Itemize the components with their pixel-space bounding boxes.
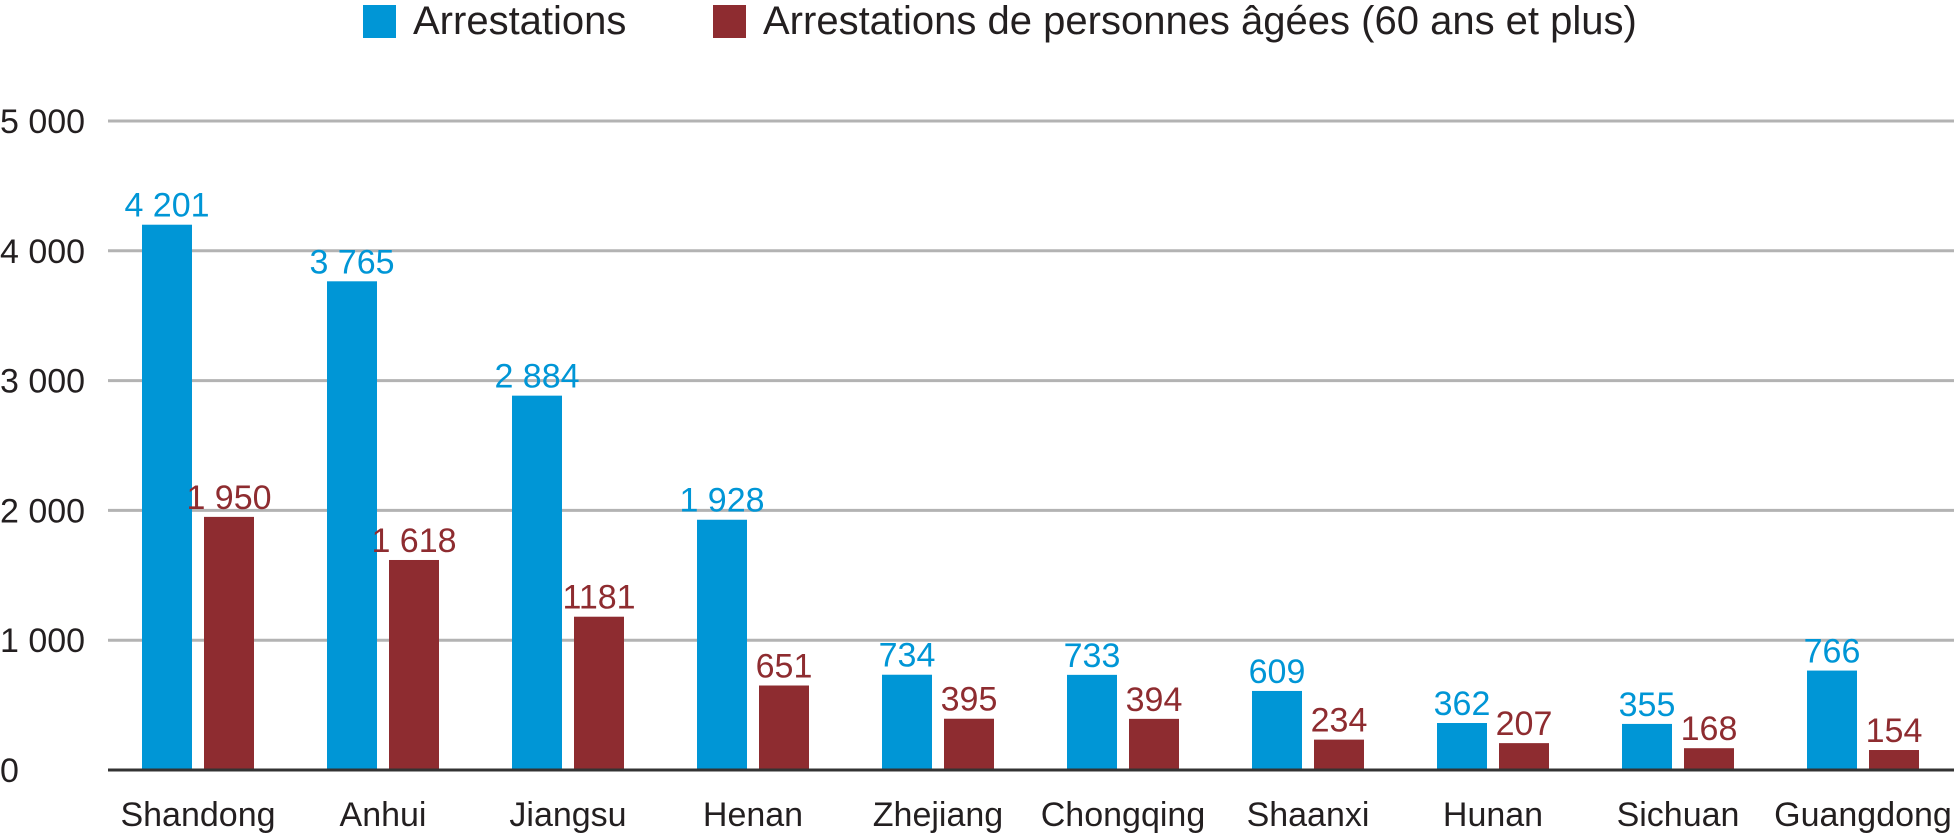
data-label: 651	[756, 648, 813, 686]
x-tick-label: Henan	[703, 796, 803, 834]
data-label: 609	[1249, 653, 1306, 691]
bar-arrestations-agees-guangdong	[1869, 750, 1919, 770]
bar-arrestations-agees-chongqing	[1129, 718, 1179, 770]
bar-arrestations-shaanxi	[1252, 690, 1302, 770]
x-tick-label: Jiangsu	[509, 796, 626, 834]
x-tick-label: Sichuan	[1617, 796, 1740, 834]
bar-arrestations-anhui	[327, 281, 377, 770]
bar-arrestations-sichuan	[1622, 723, 1672, 770]
bar-arrestations-agees-henan	[759, 685, 809, 770]
y-tick-label: 3 000	[0, 363, 85, 401]
x-axis: Shandong Anhui Jiangsu Henan Zhejiang Chongqi…	[108, 768, 1954, 834]
bar-arrestations-henan	[697, 519, 747, 770]
data-label: 234	[1311, 702, 1368, 740]
legend: Arrestations Arrestations de personnes âg…	[363, 0, 1637, 43]
y-tick-label: 1 000	[0, 622, 85, 660]
legend-swatch-1	[363, 5, 396, 38]
x-tick-label: Zhejiang	[873, 796, 1003, 834]
data-label: 4 201	[124, 187, 209, 225]
x-tick-label: Guangdong	[1774, 796, 1952, 834]
data-label: 3 765	[309, 243, 394, 281]
x-tick-label: Shandong	[120, 796, 275, 834]
bar-arrestations-guangdong	[1807, 670, 1857, 770]
bar-arrestations-zhejiang	[882, 674, 932, 770]
bar-arrestations-agees-shaanxi	[1314, 739, 1364, 770]
data-label: 1 950	[186, 479, 271, 517]
bar-arrestations-hunan	[1437, 723, 1487, 770]
bar-arrestations-agees-hunan	[1499, 743, 1549, 770]
data-label: 168	[1681, 710, 1738, 748]
legend-swatch-2	[713, 5, 746, 38]
bar-arrestations-agees-zhejiang	[944, 718, 994, 770]
bar-arrestations-chongqing	[1067, 674, 1117, 770]
bar-arrestations-agees-jiangsu	[574, 616, 624, 770]
grid-lines	[108, 119, 1954, 642]
x-tick-label: Hunan	[1443, 796, 1543, 834]
x-tick-label: Chongqing	[1041, 796, 1205, 834]
data-label: 395	[941, 681, 998, 719]
y-axis: 0 1 000 2 000 3 000 4 000 5 000	[0, 103, 85, 790]
data-label: 2 884	[494, 358, 579, 396]
data-label: 733	[1064, 637, 1121, 675]
legend-label-1: Arrestations	[413, 0, 626, 43]
data-label: 394	[1126, 681, 1183, 719]
y-tick-label: 0	[0, 752, 19, 790]
data-label: 355	[1619, 686, 1676, 724]
bars: 4 201 1 950 3 765 1 618 2 884 1181 1 928 651 734…	[124, 187, 1922, 770]
legend-label-2: Arrestations de personnes âgées (60 ans …	[763, 0, 1637, 43]
y-tick-label: 2 000	[0, 492, 85, 530]
y-tick-label: 5 000	[0, 103, 85, 141]
bar-arrestations-agees-sichuan	[1684, 748, 1734, 770]
data-label: 1 618	[371, 522, 456, 560]
bar-arrestations-agees-shandong	[204, 516, 254, 770]
bar-arrestations-shandong	[142, 224, 192, 770]
bar-arrestations-jiangsu	[512, 395, 562, 770]
x-tick-label: Shaanxi	[1247, 796, 1370, 834]
data-label: 1 928	[679, 482, 764, 520]
data-label: 207	[1496, 705, 1553, 743]
data-label: 766	[1804, 633, 1861, 671]
data-label: 734	[879, 637, 936, 675]
data-label: 362	[1434, 685, 1491, 723]
data-label: 154	[1866, 712, 1923, 750]
bar-arrestations-agees-anhui	[389, 559, 439, 770]
x-tick-label: Anhui	[340, 796, 427, 834]
data-label: 1181	[562, 579, 635, 617]
y-tick-label: 4 000	[0, 233, 85, 271]
